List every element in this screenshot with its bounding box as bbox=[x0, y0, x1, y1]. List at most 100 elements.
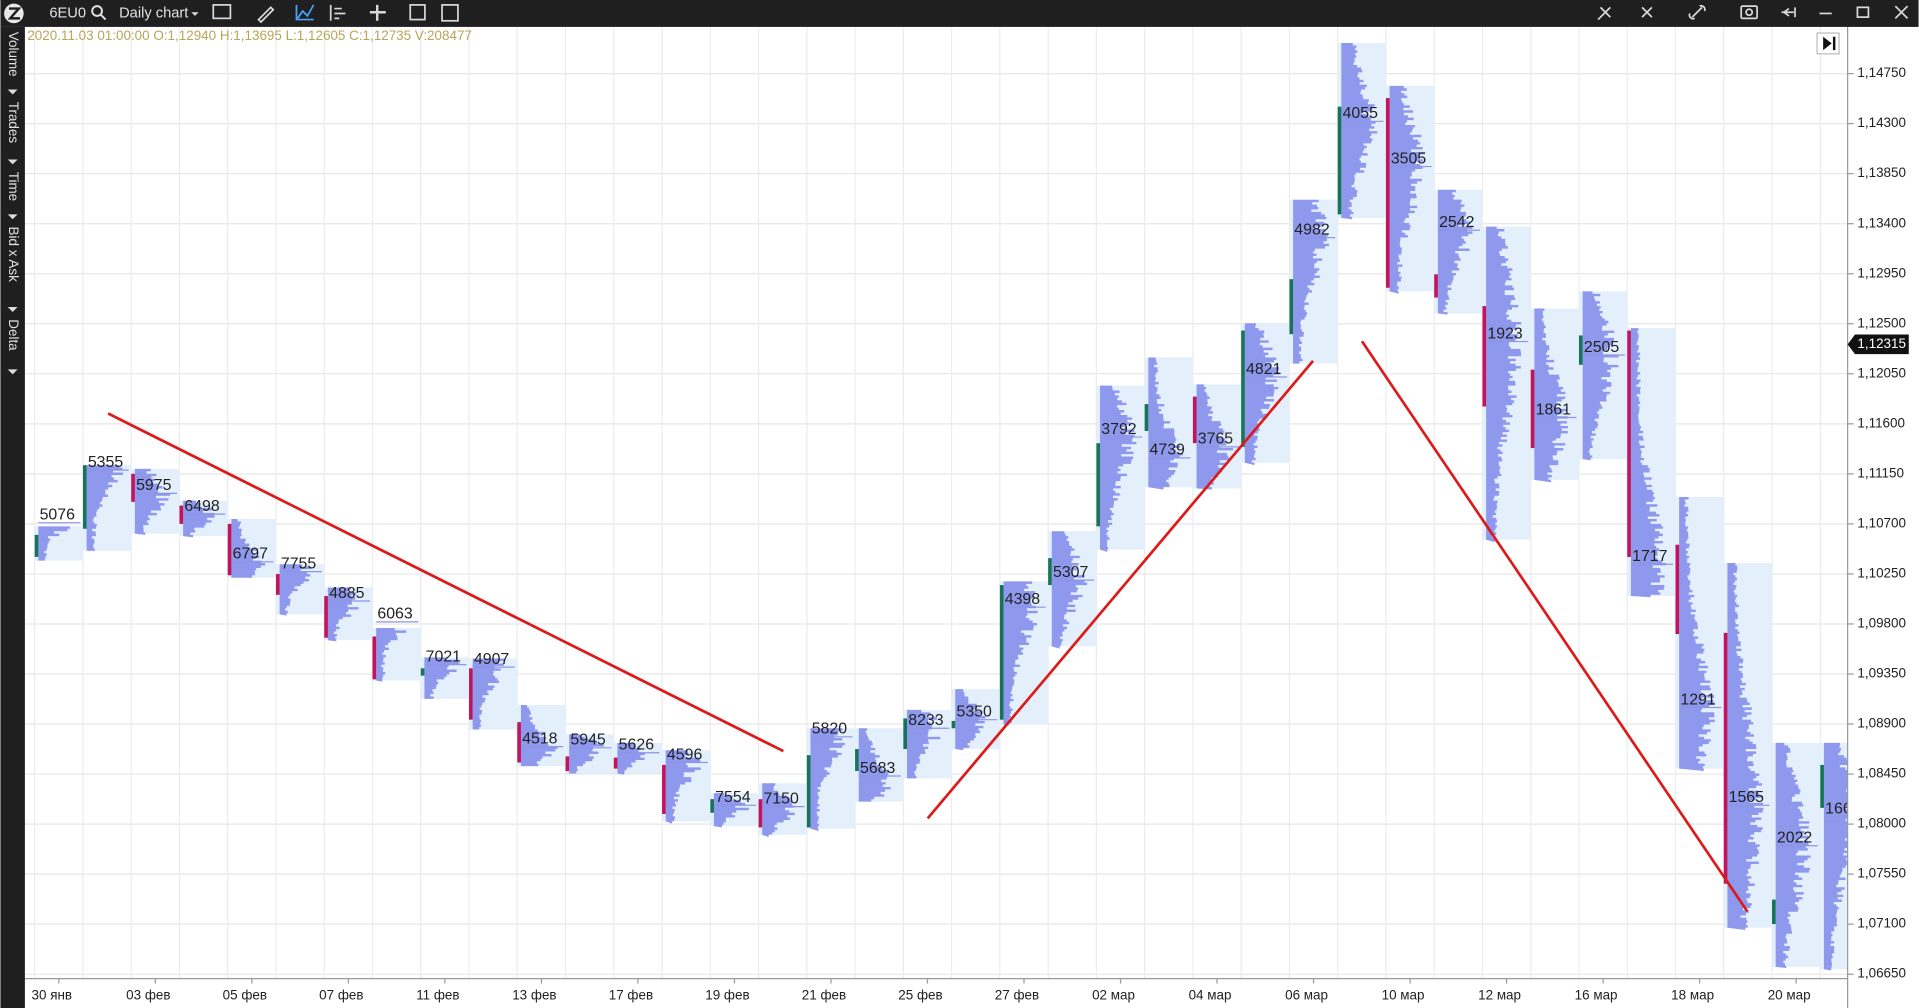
volume-label: 5076 bbox=[40, 507, 76, 524]
y-tick-label: 1,08450 bbox=[1857, 766, 1906, 781]
open-close-bar bbox=[758, 799, 763, 828]
window-restore[interactable] bbox=[1856, 6, 1870, 18]
tool-icon[interactable] bbox=[1740, 5, 1758, 20]
volume-label: 3765 bbox=[1198, 431, 1234, 448]
side-tab[interactable]: Delta bbox=[6, 319, 21, 351]
volume-label: 4821 bbox=[1246, 361, 1282, 378]
volume-label: 6063 bbox=[377, 606, 413, 623]
scroll-end-button[interactable] bbox=[1816, 32, 1840, 55]
tool-icon[interactable] bbox=[369, 4, 386, 21]
volume-profile bbox=[1293, 199, 1329, 364]
symbol[interactable]: 6EU0 bbox=[49, 5, 86, 21]
y-tick-label: 1,09350 bbox=[1857, 666, 1906, 681]
volume-profile bbox=[1823, 742, 1848, 971]
volume-label: 1717 bbox=[1632, 548, 1668, 565]
tool-icon[interactable] bbox=[1641, 6, 1653, 18]
volume-label: 7755 bbox=[281, 555, 317, 572]
open-close-bar bbox=[372, 636, 377, 680]
open-close-bar bbox=[1289, 279, 1294, 335]
open-close-bar bbox=[613, 757, 618, 769]
trend-line bbox=[926, 360, 1315, 820]
volume-label: 4596 bbox=[667, 746, 703, 763]
open-close-bar bbox=[420, 668, 425, 676]
volume-label: 4398 bbox=[1005, 591, 1041, 608]
y-tick-label: 1,13400 bbox=[1857, 215, 1906, 230]
y-tick-label: 1,11600 bbox=[1857, 415, 1905, 430]
volume-profile bbox=[231, 519, 266, 578]
tool-icon[interactable] bbox=[1597, 6, 1611, 21]
x-tick-label: 16 мар bbox=[1575, 987, 1618, 1002]
volume-profile bbox=[134, 468, 171, 535]
volume-profile bbox=[520, 705, 558, 767]
open-close-bar bbox=[179, 505, 184, 524]
tool-icon[interactable] bbox=[1688, 4, 1706, 20]
volume-profile bbox=[713, 793, 749, 828]
x-tick-label: 25 фев bbox=[898, 987, 942, 1002]
window-close[interactable] bbox=[1894, 5, 1909, 19]
volume-label: 4982 bbox=[1294, 221, 1330, 238]
open-close-bar bbox=[1482, 306, 1487, 407]
open-close-bar bbox=[1627, 330, 1631, 557]
toolbar bbox=[0, 0, 1919, 27]
y-tick-label: 1,10250 bbox=[1857, 565, 1906, 580]
volume-profile bbox=[1148, 357, 1184, 490]
plot: 5076 5355 5975 6498 6797 7755 4885 6063 7021 4907… bbox=[34, 43, 1848, 971]
open-close-bar bbox=[1530, 369, 1535, 449]
tool-icon bbox=[1745, 8, 1754, 17]
open-close-bar bbox=[1385, 98, 1390, 288]
volume-label: 5307 bbox=[1053, 564, 1089, 581]
open-close-bar bbox=[710, 799, 714, 813]
volume-label: 2505 bbox=[1584, 339, 1620, 356]
volume-label: 4518 bbox=[522, 730, 558, 747]
y-tick-label: 1,12500 bbox=[1857, 315, 1906, 330]
x-tick-label: 30 янв bbox=[32, 987, 73, 1002]
search-icon[interactable] bbox=[91, 5, 107, 21]
volume-profile bbox=[907, 709, 941, 779]
open-close-bar bbox=[855, 749, 859, 772]
x-tick-label: 07 фев bbox=[319, 987, 363, 1002]
open-close-bar bbox=[1772, 899, 1776, 925]
open-close-bar bbox=[1675, 544, 1680, 635]
x-tick-label: 19 фев bbox=[705, 987, 749, 1002]
volume-label: 4739 bbox=[1150, 442, 1186, 459]
volume-profile bbox=[1630, 328, 1666, 598]
tab-arrow bbox=[7, 214, 18, 220]
volume-label: 8233 bbox=[908, 712, 944, 729]
tool-icon[interactable] bbox=[212, 4, 232, 20]
side-tab[interactable]: Trades bbox=[6, 102, 21, 144]
y-tick-label: 1,13850 bbox=[1857, 165, 1906, 180]
y-tick-label: 1,06650 bbox=[1857, 966, 1906, 981]
side-tab[interactable]: Bid x Ask bbox=[6, 227, 21, 283]
open-close-bar bbox=[469, 668, 473, 720]
open-close-bar bbox=[1723, 632, 1728, 884]
tool-icon[interactable] bbox=[409, 4, 426, 21]
side-tab[interactable]: Time bbox=[6, 172, 21, 201]
chart-name[interactable]: Daily chart bbox=[119, 5, 188, 21]
open-close-bar bbox=[1578, 335, 1583, 365]
volume-label: 5975 bbox=[136, 477, 172, 494]
tool-icon[interactable] bbox=[441, 4, 459, 22]
x-tick-label: 18 мар bbox=[1671, 987, 1714, 1002]
volume-label: 7021 bbox=[426, 649, 462, 666]
volume-profile bbox=[665, 750, 701, 824]
volume-label: 7554 bbox=[715, 789, 751, 806]
open-close-bar bbox=[82, 465, 87, 529]
x-tick-label: 27 фев bbox=[995, 987, 1039, 1002]
dropdown-arrow bbox=[191, 12, 199, 16]
tool-icon[interactable] bbox=[257, 6, 275, 24]
side-tab[interactable]: Volume bbox=[6, 32, 21, 77]
logo-mark bbox=[7, 7, 22, 20]
tool-icon[interactable] bbox=[295, 4, 315, 21]
y-tick-label: 1,09800 bbox=[1857, 616, 1906, 631]
y-tick-label: 1,07550 bbox=[1857, 866, 1906, 881]
tab-arrow bbox=[7, 369, 18, 375]
open-close-bar bbox=[227, 523, 232, 576]
y-tick-label: 1,08000 bbox=[1857, 816, 1906, 831]
tool-icon[interactable] bbox=[1781, 7, 1796, 18]
x-tick-label: 17 фев bbox=[609, 987, 653, 1002]
x-tick-label: 05 фев bbox=[223, 987, 267, 1002]
open-close-bar bbox=[1820, 764, 1824, 808]
tool-icon[interactable] bbox=[329, 4, 346, 21]
open-close-bar bbox=[565, 756, 570, 772]
